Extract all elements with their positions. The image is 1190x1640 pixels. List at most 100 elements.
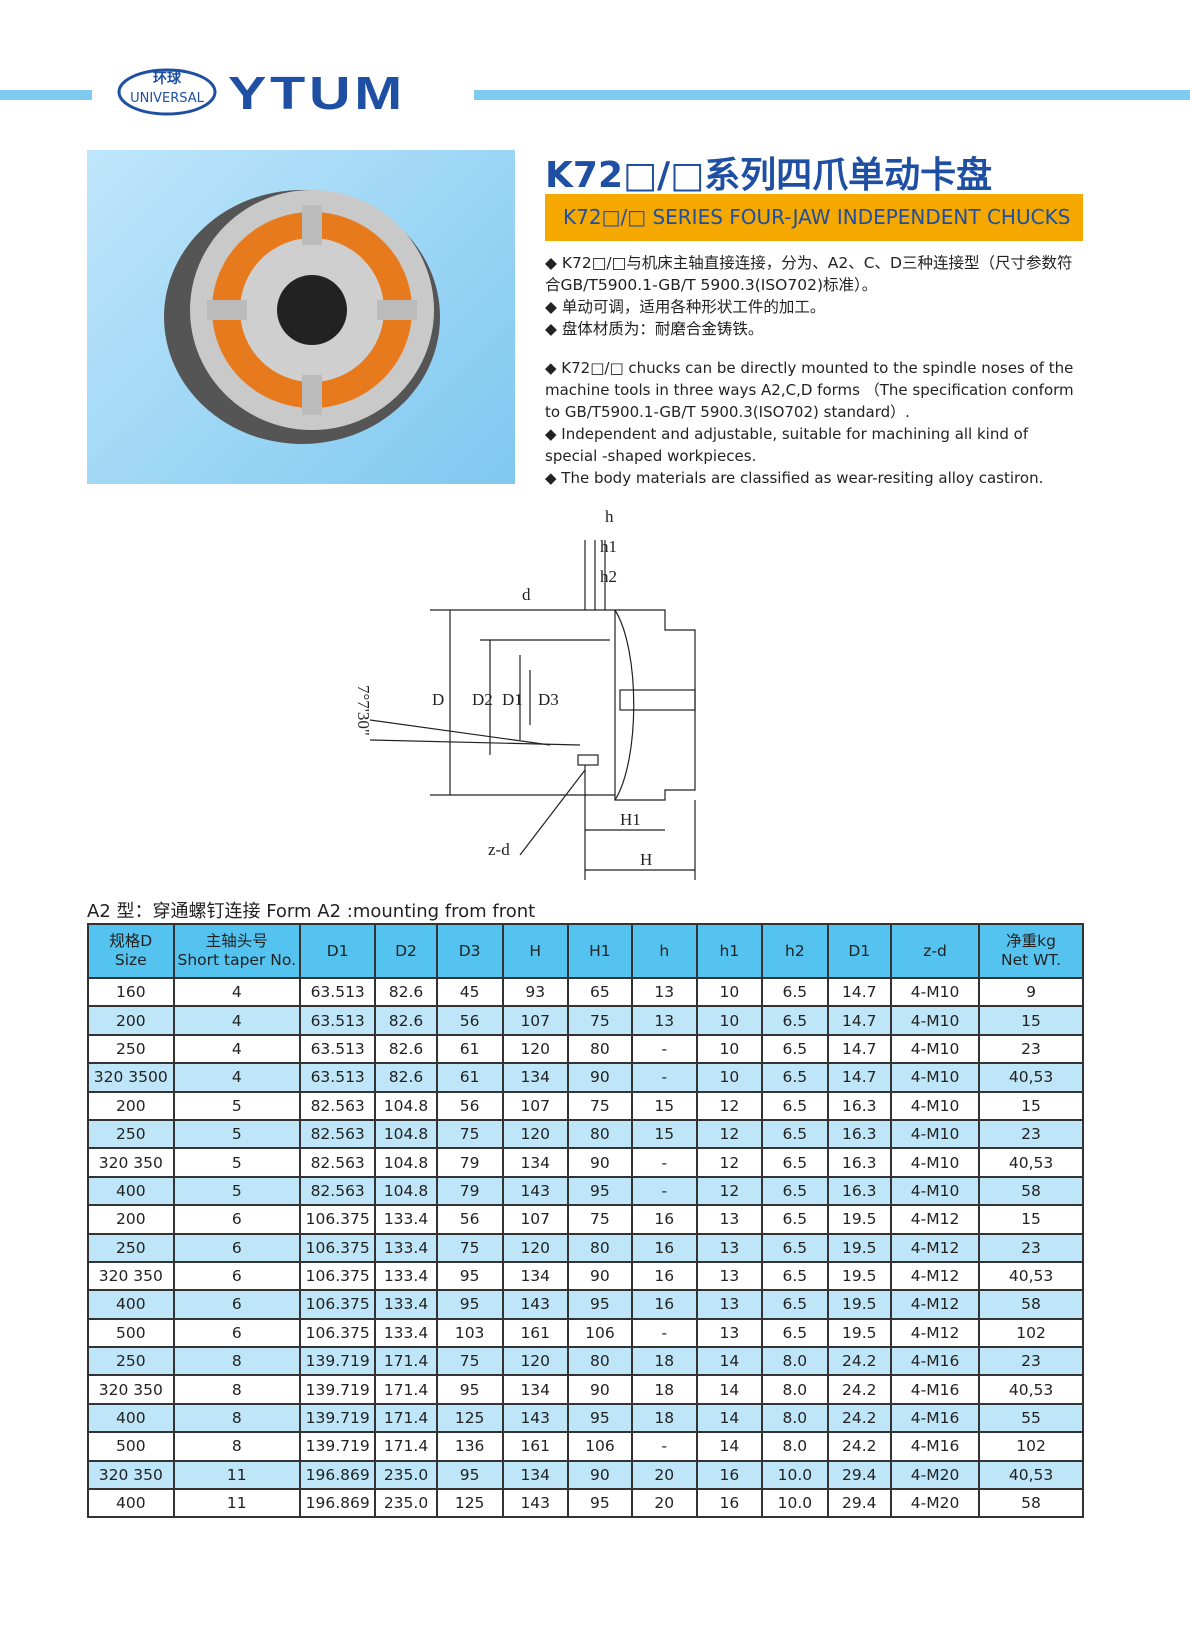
- table-cell: 16.3: [826, 1175, 893, 1207]
- table-cell: 171.4: [374, 1431, 438, 1462]
- table-cell: 63.513: [298, 976, 377, 1008]
- column-header: h: [630, 923, 698, 979]
- table-cell: 90: [566, 1260, 633, 1292]
- header-text: h: [659, 941, 670, 960]
- table-cell: 4-M12: [890, 1289, 981, 1320]
- table-cell: 24.2: [826, 1374, 893, 1405]
- table-cell: 143: [501, 1488, 569, 1519]
- table-cell: 10: [695, 1062, 764, 1093]
- table-cell: 18: [630, 1374, 698, 1405]
- label-d: d: [522, 585, 531, 604]
- table-cell: 6.5: [761, 976, 829, 1008]
- table-cell: 4-M10: [890, 1090, 981, 1121]
- table-cell: 12: [695, 1090, 764, 1121]
- page-title: K72□/□系列四爪单动卡盘: [545, 155, 993, 196]
- label-H1: H1: [620, 810, 641, 829]
- product-photo: [87, 150, 515, 484]
- table-cell: 63.513: [298, 1005, 377, 1036]
- table-cell: 250: [87, 1118, 175, 1150]
- table-cell: 134: [501, 1062, 569, 1093]
- table-cell: 125: [435, 1402, 504, 1434]
- column-header: z-d: [890, 923, 981, 979]
- table-row: 500 6 106.375 133.4 103 161 106-13 6.5 19.5 4-M12…: [87, 1317, 1084, 1349]
- table-cell: 56: [435, 1005, 504, 1036]
- subtitle-banner: K72□/□ SERIES FOUR-JAW INDEPENDENT CHUCK…: [545, 194, 1083, 241]
- table-cell: 120: [501, 1118, 569, 1150]
- table-cell: 400: [87, 1289, 175, 1320]
- table-cell: 16: [630, 1232, 698, 1263]
- table-cell: 6.5: [761, 1005, 829, 1036]
- table-cell: 20: [630, 1459, 698, 1491]
- table-cell: 106.375: [298, 1260, 377, 1292]
- header-bar-right: [474, 90, 1190, 100]
- table-cell: 6.5: [761, 1232, 829, 1263]
- header-text: Short taper No.: [177, 951, 296, 969]
- table-row: 200 4 63.513 82.6 56 107 75 13 10 6.5 14.7 4-M10 15: [87, 1005, 1084, 1036]
- table-cell: 80: [566, 1232, 633, 1263]
- table-cell: 16: [630, 1260, 698, 1292]
- table-cell: 320 350: [87, 1260, 175, 1292]
- table-cell: 15: [630, 1118, 698, 1150]
- label-H: H: [640, 850, 652, 869]
- header-text: z-d: [923, 941, 947, 960]
- table-cell: 95: [566, 1175, 633, 1207]
- table-cell: 13: [630, 976, 698, 1008]
- table-cell: 400: [87, 1402, 175, 1434]
- table-cell: 6.5: [761, 1033, 829, 1065]
- table-cell: 250: [87, 1346, 175, 1377]
- table-cell: 161: [501, 1317, 569, 1349]
- table-cell: 90: [566, 1374, 633, 1405]
- table-row: 200 6 106.375 133.4 56 107 75 16 13 6.5 19.5 4-M12 1…: [87, 1204, 1084, 1235]
- table-cell: 500: [87, 1431, 175, 1462]
- table-cell: 107: [501, 1204, 569, 1235]
- table-cell: 82.6: [374, 1033, 438, 1065]
- table-cell: 6.5: [761, 1317, 829, 1349]
- table-cell: 82.563: [298, 1147, 377, 1178]
- table-cell: 6: [172, 1260, 301, 1292]
- table-row: 160 4 63.513 82.6 45 93 65 13 10 6.5 14.7 4-M10 9: [87, 976, 1084, 1008]
- table-cell: 8: [172, 1346, 301, 1377]
- table-cell: 24.2: [826, 1346, 893, 1377]
- table-row: 400 6 106.375 133.4 95 143 95 16 13 6.5 19.5 4-M12 5…: [87, 1289, 1084, 1320]
- column-header: 主轴头号 Short taper No.: [172, 923, 301, 979]
- table-cell: 102: [978, 1317, 1084, 1349]
- table-cell: 19.5: [826, 1317, 893, 1349]
- table-cell: 95: [435, 1260, 504, 1292]
- table-cell: 80: [566, 1118, 633, 1150]
- header-text: 规格D: [109, 932, 153, 950]
- table-cell: 160: [87, 976, 175, 1008]
- table-cell: 102: [978, 1431, 1084, 1462]
- table-cell: 58: [978, 1175, 1084, 1207]
- table-cell: 134: [501, 1260, 569, 1292]
- table-cell: 75: [566, 1005, 633, 1036]
- table-cell: 40,53: [978, 1147, 1084, 1178]
- table-cell: 6.5: [761, 1260, 829, 1292]
- table-cell: 58: [978, 1289, 1084, 1320]
- table-cell: 4: [172, 976, 301, 1008]
- table-cell: 8.0: [761, 1374, 829, 1405]
- label-z-d: z-d: [488, 840, 510, 859]
- table-cell: 8: [172, 1374, 301, 1405]
- table-cell: 40,53: [978, 1374, 1084, 1405]
- table-cell: 104.8: [374, 1175, 438, 1207]
- table-cell: 200: [87, 1204, 175, 1235]
- table-cell: 23: [978, 1118, 1084, 1150]
- header-text: h1: [719, 941, 740, 960]
- column-header: h1: [695, 923, 764, 979]
- table-row: 320 350 11 196.869 235.0 95 134 90 20 16 10.0 29.4…: [87, 1459, 1084, 1491]
- table-cell: 320 350: [87, 1374, 175, 1405]
- table-cell: 95: [566, 1488, 633, 1519]
- table-cell: 6: [172, 1289, 301, 1320]
- table-cell: 23: [978, 1346, 1084, 1377]
- bullets-cn: ◆ K72□/□与机床主轴直接连接，分为、A2、C、D三种连接型（尺寸参数符合G…: [545, 252, 1085, 340]
- table-cell: 82.6: [374, 1062, 438, 1093]
- header-text: D3: [458, 941, 481, 960]
- table-cell: 13: [695, 1317, 764, 1349]
- table-cell: -: [630, 1431, 698, 1462]
- table-cell: -: [630, 1175, 698, 1207]
- table-cell: 14: [695, 1431, 764, 1462]
- table-cell: 65: [566, 976, 633, 1008]
- table-cell: 24.2: [826, 1431, 893, 1462]
- table-cell: 15: [978, 1090, 1084, 1121]
